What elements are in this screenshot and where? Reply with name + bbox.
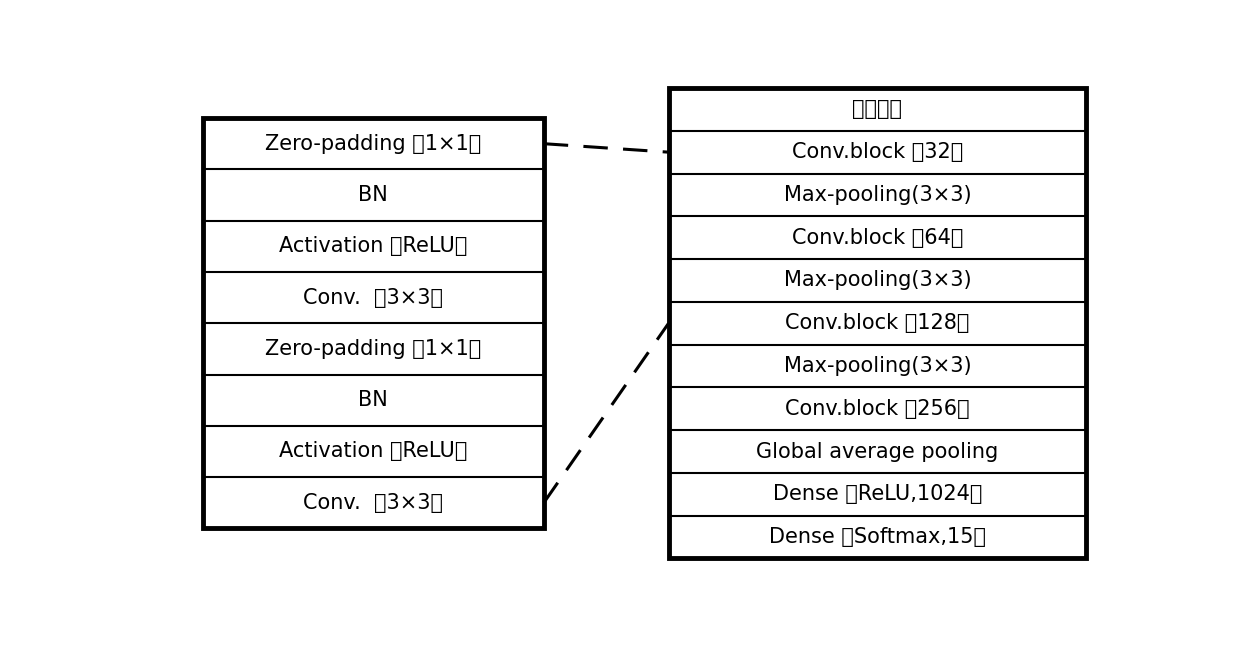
Text: Max-pooling(3×3): Max-pooling(3×3) — [783, 270, 971, 291]
Text: 音频输入: 音频输入 — [852, 99, 902, 120]
Text: BN: BN — [358, 185, 388, 205]
Text: Global average pooling: Global average pooling — [756, 441, 999, 461]
Text: Conv.block （128）: Conv.block （128） — [786, 313, 970, 333]
Text: Conv.block （256）: Conv.block （256） — [786, 399, 970, 419]
Bar — [203, 118, 544, 528]
Text: Conv.  （3×3）: Conv. （3×3） — [304, 493, 444, 513]
Text: Dense （ReLU,1024）: Dense （ReLU,1024） — [773, 484, 983, 504]
Text: Activation （ReLU）: Activation （ReLU） — [279, 441, 467, 461]
Text: BN: BN — [358, 390, 388, 410]
Text: Max-pooling(3×3): Max-pooling(3×3) — [783, 185, 971, 205]
Text: Conv.block （64）: Conv.block （64） — [792, 227, 963, 248]
Text: Max-pooling(3×3): Max-pooling(3×3) — [783, 356, 971, 376]
Text: Conv.block （32）: Conv.block （32） — [792, 142, 963, 162]
Text: Zero-padding （1×1）: Zero-padding （1×1） — [265, 339, 482, 359]
Text: Zero-padding （1×1）: Zero-padding （1×1） — [265, 134, 482, 153]
Text: Dense （Softmax,15）: Dense （Softmax,15） — [769, 527, 986, 547]
Text: Conv.  （3×3）: Conv. （3×3） — [304, 287, 444, 307]
Text: Activation （ReLU）: Activation （ReLU） — [279, 237, 467, 256]
Bar — [669, 88, 1087, 558]
